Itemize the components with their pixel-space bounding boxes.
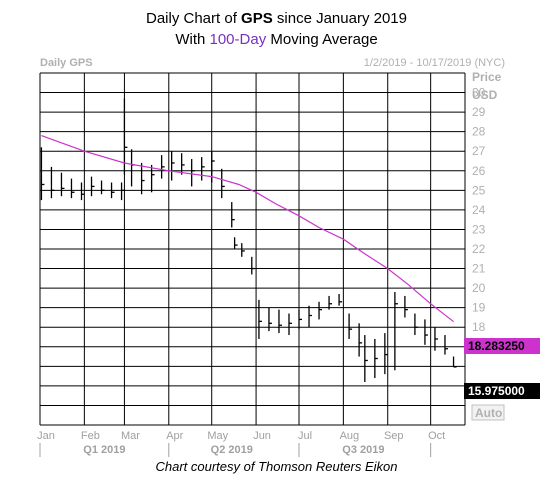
price-series — [40, 98, 457, 382]
chart-subtitle: With 100-Day Moving Average — [0, 31, 553, 48]
y-tick-label: 18 — [472, 320, 486, 334]
y-tick-label: 27 — [472, 144, 486, 158]
price-value-label: 15.975000 — [468, 384, 525, 398]
chart-subtitle-suffix: Moving Average — [266, 31, 378, 48]
moving-average-line — [41, 135, 454, 323]
x-month-label: Jan — [37, 430, 55, 442]
chart-title-prefix: Daily Chart of — [146, 10, 242, 27]
x-axis: Jan Feb Mar Apr May Jun Jul Aug Sep Oct Q1 2019 Q2 … — [37, 430, 445, 457]
y-tick-label: 26 — [472, 164, 486, 178]
x-quarter-label: Q2 2019 — [211, 444, 253, 456]
y-axis-ticks: 1718192021222324252627282930 — [472, 86, 486, 354]
y-tick-label: 22 — [472, 242, 486, 256]
x-month-label: Sep — [384, 430, 404, 442]
x-month-label: Feb — [81, 430, 100, 442]
x-month-label: Jul — [298, 430, 312, 442]
y-tick-label: 23 — [472, 222, 486, 236]
chart-subtitle-ma: 100-Day — [209, 31, 267, 48]
y-tick-label: 25 — [472, 183, 486, 197]
chart-title-ticker: GPS — [241, 10, 273, 27]
date-range-label: 1/2/2019 - 10/17/2019 (NYC) — [364, 57, 505, 69]
auto-scale-label: Auto — [475, 406, 502, 420]
y-tick-label: 30 — [472, 86, 486, 100]
x-month-label: Oct — [428, 430, 445, 442]
x-month-label: May — [207, 430, 228, 442]
daily-label: Daily GPS — [40, 57, 93, 69]
x-quarter-label: Q3 2019 — [342, 444, 384, 456]
chart-title: Daily Chart of GPS since January 2019 — [0, 10, 553, 27]
usd-axis-title: USD — [472, 88, 498, 102]
chart-credit: Chart courtesy of Thomson Reuters Eikon — [155, 459, 398, 474]
y-tick-label: 19 — [472, 301, 486, 315]
x-month-label: Jun — [253, 430, 271, 442]
chart-grid — [39, 72, 466, 426]
x-month-label: Apr — [166, 430, 183, 442]
x-month-label: Aug — [340, 430, 360, 442]
y-tick-label: 20 — [472, 281, 486, 295]
auto-scale-button[interactable] — [471, 404, 505, 421]
chart-subtitle-prefix: With — [175, 31, 210, 48]
chart-title-suffix: since January 2019 — [272, 10, 407, 27]
ma-value-label: 18.283250 — [468, 339, 525, 353]
y-tick-label: 28 — [472, 125, 486, 139]
y-tick-label: 21 — [472, 262, 486, 276]
ma-value-box — [464, 338, 540, 354]
y-tick-label: 29 — [472, 105, 486, 119]
y-tick-label: 24 — [472, 203, 486, 217]
x-month-label: Mar — [121, 430, 140, 442]
x-quarter-label: Q1 2019 — [83, 444, 125, 456]
price-axis-title: Price — [472, 70, 502, 84]
price-value-box — [464, 383, 540, 399]
